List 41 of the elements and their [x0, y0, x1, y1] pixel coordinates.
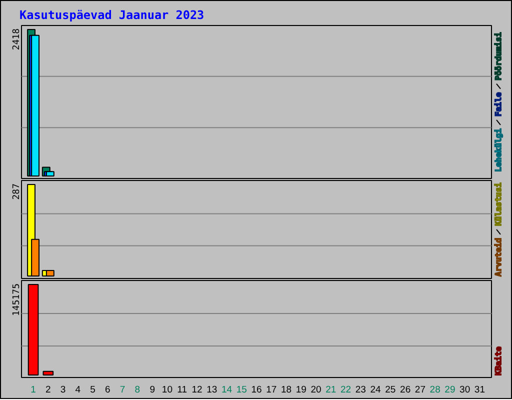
x-tick-label: 7: [120, 384, 126, 396]
x-tick-label: 28: [430, 384, 440, 396]
x-tick-label: 24: [370, 384, 381, 396]
x-tick-label: 4: [75, 384, 81, 396]
x-tick-label: 31: [474, 384, 486, 396]
x-tick-label: 12: [192, 384, 202, 396]
text: Pöördumisi: [494, 32, 503, 80]
x-tick-label: 5: [90, 384, 96, 396]
x-tick-label: 25: [385, 384, 396, 396]
text: KBaite: [494, 346, 503, 376]
x-tick-label: 30: [460, 384, 470, 396]
x-tick-label: 26: [400, 384, 411, 396]
annotation: 2418: [12, 28, 22, 50]
x-tick-label: 20: [310, 384, 322, 396]
annotation: 287: [12, 183, 22, 200]
x-tick-label: 2: [46, 384, 51, 396]
x-tick-label: 11: [177, 384, 188, 396]
x-tick-label: 9: [150, 384, 155, 396]
x-tick-label: 6: [105, 384, 110, 396]
chart-title: Kasutuspäevad Jaanuar 2023: [20, 8, 204, 22]
x-tick-label: 3: [60, 384, 66, 396]
x-tick-label: 21: [326, 384, 336, 396]
x-tick-label: 27: [414, 384, 426, 396]
annotation: 145175: [12, 283, 22, 316]
x-tick-label: 22: [340, 384, 352, 396]
legend-label: Lehekülgi: [494, 128, 503, 172]
x-tick-label: 17: [266, 384, 277, 396]
x-tick-label: 23: [355, 384, 366, 396]
x-tick-label: 16: [251, 384, 262, 396]
x-tick-label: 19: [296, 384, 306, 396]
x-tick-label: 13: [206, 384, 218, 396]
x-tick-label: 18: [280, 384, 292, 396]
x-tick-label: 15: [236, 384, 247, 396]
legend-label: Arvuteid: [494, 238, 503, 276]
x-tick-label: 10: [162, 384, 173, 396]
text: Külastusi: [494, 182, 503, 226]
x-tick-label: 29: [444, 384, 456, 396]
legend-label: Faile: [494, 92, 503, 116]
x-tick-label: 1: [30, 384, 36, 396]
x-tick-label: 14: [221, 384, 232, 396]
x-tick-label: 8: [134, 384, 140, 396]
